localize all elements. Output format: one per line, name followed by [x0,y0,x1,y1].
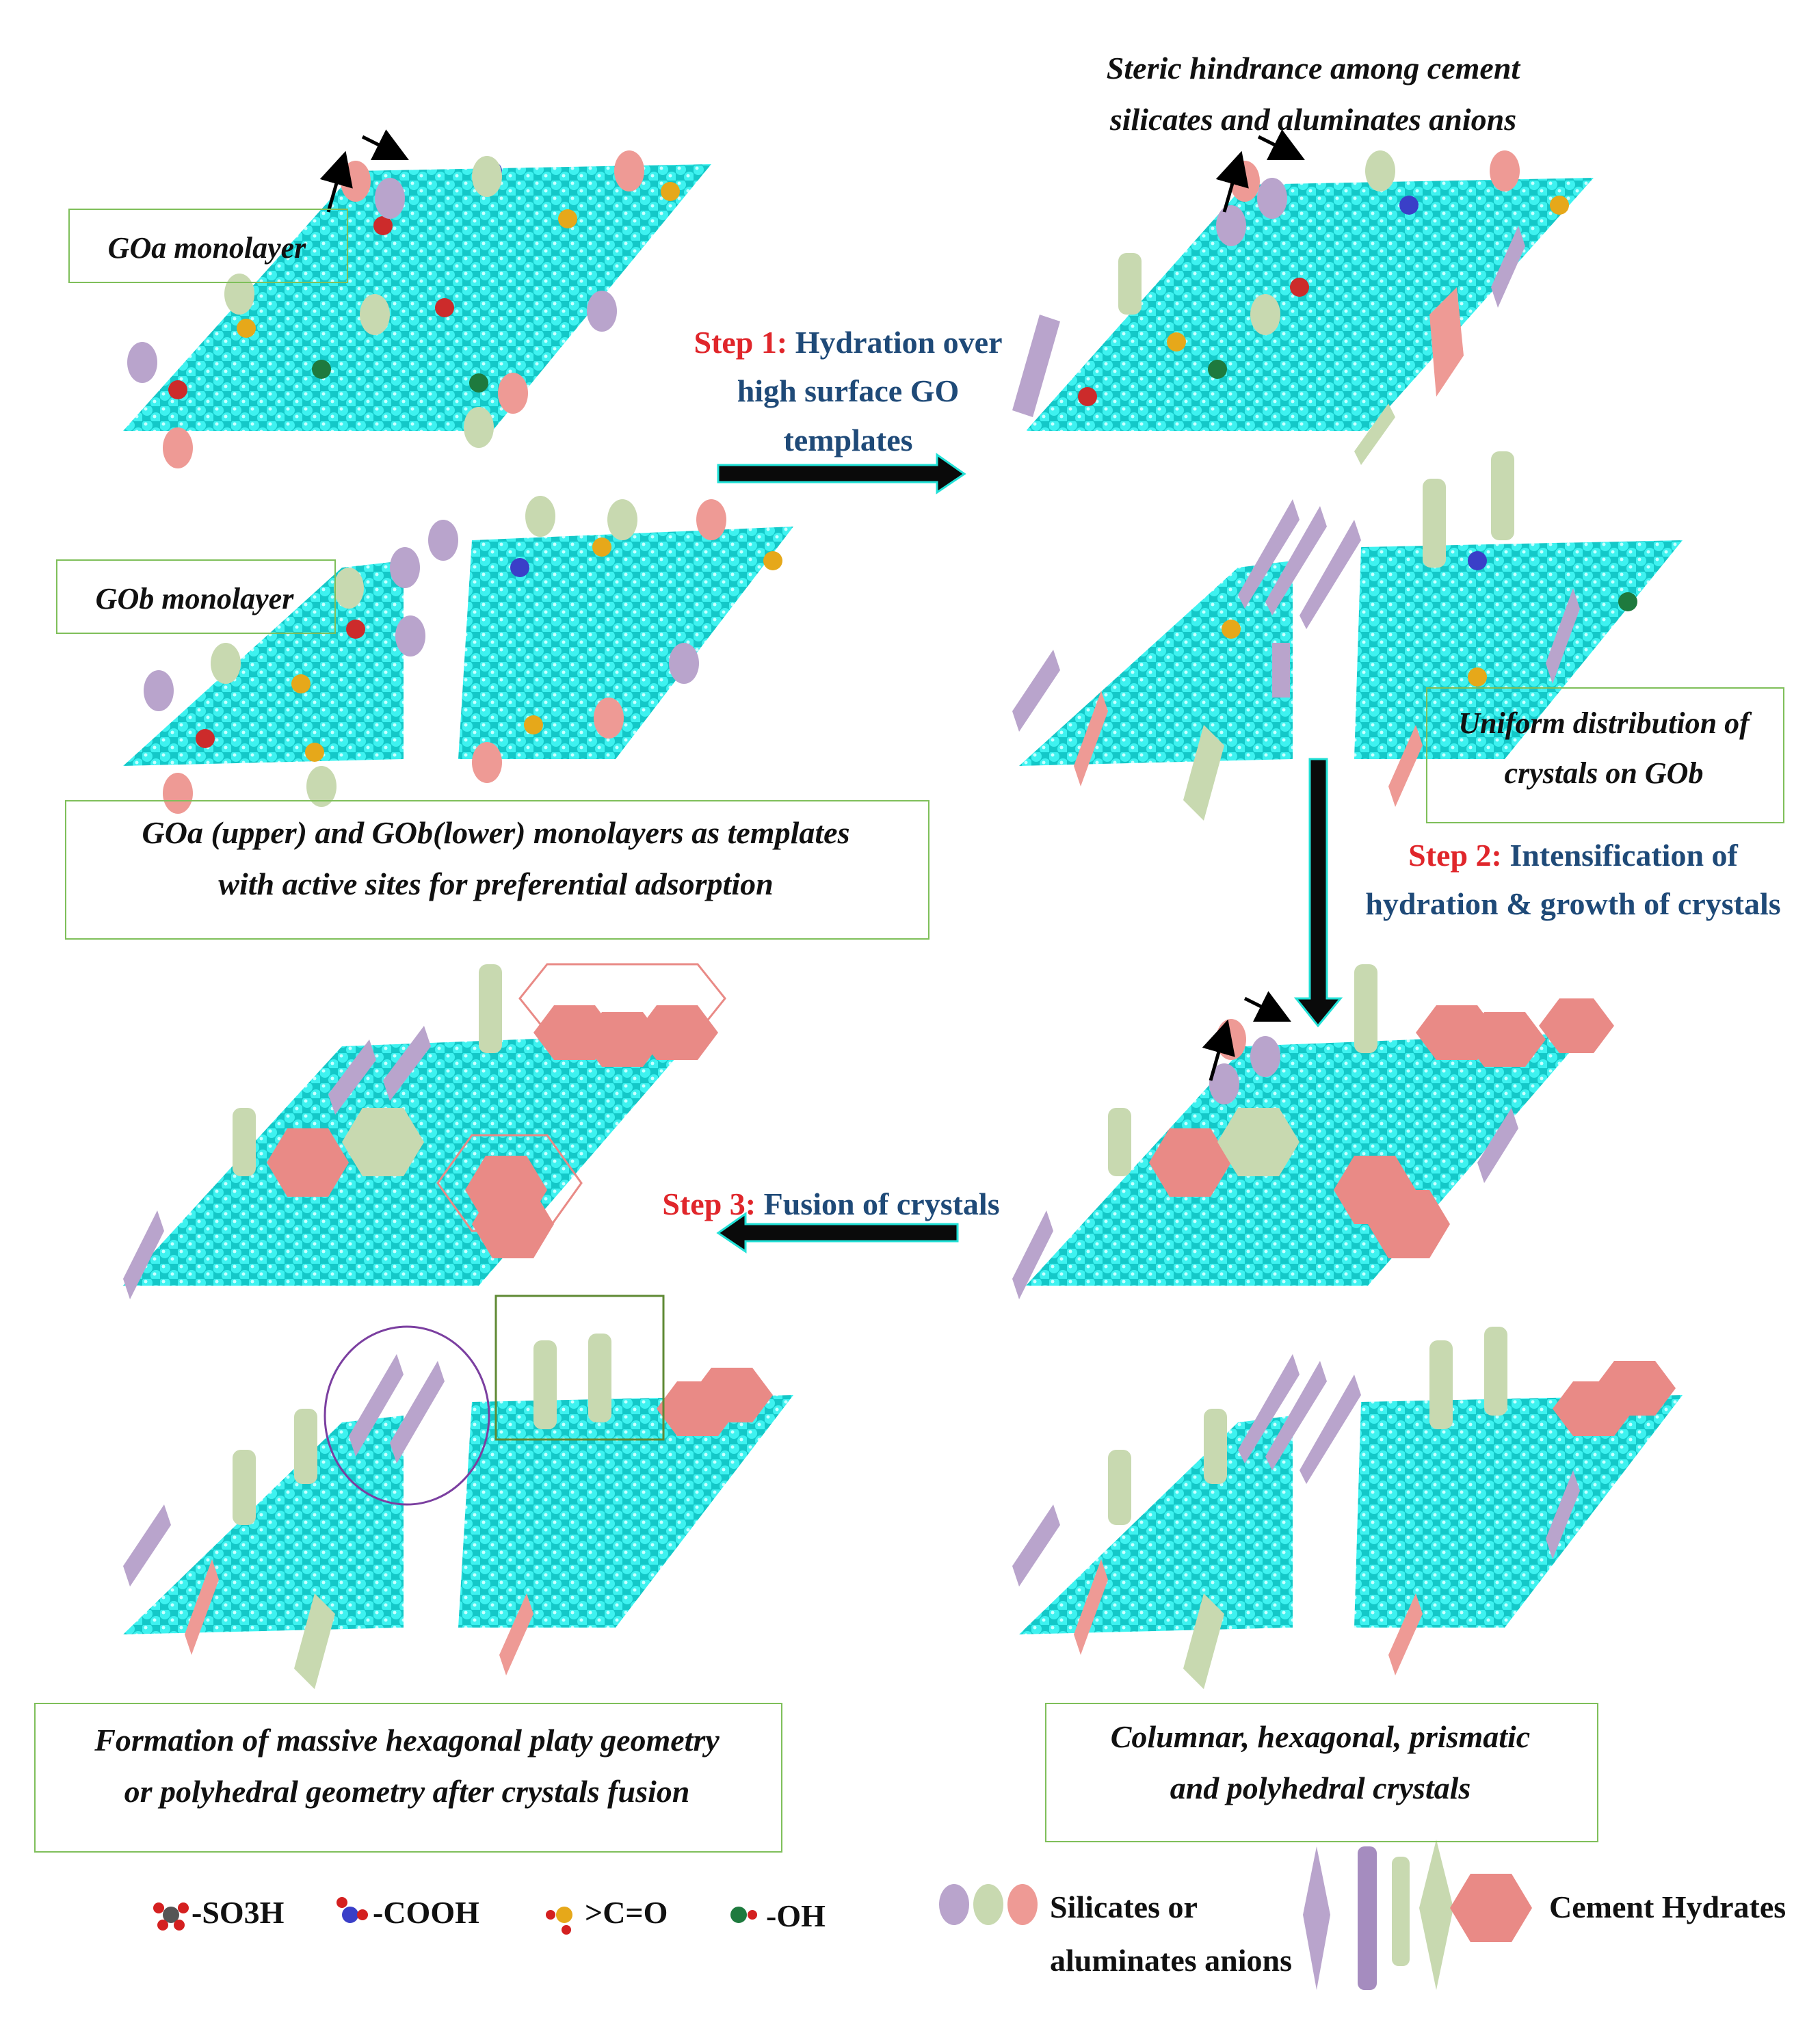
step2-arrow [1293,758,1343,1028]
goa-sheet-panel5 [1012,964,1614,1299]
legend-cooh-icon [337,1897,368,1923]
step2-text-a: Intensification of [1509,838,1738,873]
silicate-anions [144,496,726,814]
crystals [1012,451,1580,821]
legend-carbonyl-label: >C=O [585,1895,668,1930]
step3-number: Step 3: [662,1186,756,1221]
goa-sheet-panel7 [123,963,726,1299]
gob-monolayer-label: GOb monolayer [95,582,294,615]
step1-text-c: templates [783,422,913,457]
legend-hydrates-label: Cement Hydrates [1549,1889,1786,1924]
formation-caption-box [34,1703,782,1853]
gob-sheet-panel8 [123,1295,793,1689]
crystals [1012,226,1525,465]
goa-monolayer-box [68,209,348,283]
steric-hindrance-line1: Steric hindrance among cement [1106,51,1520,85]
goa-monolayer-label: GOa monolayer [107,231,306,265]
formation-caption-line1: Formation of massive hexagonal platy geo… [94,1723,720,1758]
legend-anions-label-line1: Silicates or [1050,1889,1198,1924]
step1-label: Step 1: Hydration over high surface GO t… [663,318,1033,464]
templates-caption-line1: GOa (upper) and GOb(lower) monolayers as… [142,815,850,850]
functional-groups [196,538,782,762]
functional-groups [1222,551,1637,687]
silicate-anions [1216,150,1520,335]
legend-so3h-label: -SO3H [192,1895,285,1930]
legend-anions-icon [939,1884,1038,1925]
steric-hindrance-line2: silicates and aluminates anions [1109,102,1517,137]
uniform-caption-line1: Uniform distribution of [1458,706,1750,740]
legend-crystals-icon [1303,1840,1532,1990]
gob-sheet-panel4 [1012,451,1683,821]
uniform-caption-line2: crystals on GOb [1504,756,1704,790]
step1-text-b: high surface GO [737,373,960,409]
step2-label: Step 2: Intensification of hydration & g… [1334,831,1812,929]
templates-caption-line2: with active sites for preferential adsor… [218,866,774,901]
step3-label: Step 3: Fusion of crystals [639,1180,1023,1228]
step3-text: Fusion of crystals [763,1186,1000,1221]
legend-cooh-label: -COOH [373,1895,479,1930]
goa-sheet-panel1 [123,129,711,468]
step1-text-a: Hydration over [795,325,1003,360]
step2-number: Step 2: [1408,838,1502,873]
step3-arrow [716,1212,959,1254]
gob-sheet-panel2 [123,496,793,814]
formation-caption-line2: or polyhedral geometry after crystals fu… [124,1774,690,1809]
step1-number: Step 1: [694,325,788,360]
uniform-caption-box [1426,687,1784,823]
columnar-caption-box [1045,1703,1598,1842]
legend-carbonyl-icon [546,1907,572,1935]
legend-so3h-icon [153,1902,189,1931]
gob-monolayer-box [56,559,336,634]
crystals [123,1334,773,1689]
crystals [123,964,718,1299]
columnar-caption-line2: and polyhedral crystals [1170,1771,1471,1805]
legend-hydroxyl-icon [730,1907,757,1923]
legend-hydroxyl-label: -OH [766,1898,826,1933]
step2-text-b: hydration & growth of crystals [1365,886,1781,922]
legend-anions-label-line2: aluminates anions [1050,1943,1293,1978]
step1-arrow [717,453,966,494]
templates-caption-box [65,800,929,940]
columnar-caption-line1: Columnar, hexagonal, prismatic [1110,1719,1531,1754]
goa-sheet-panel3 [1012,129,1594,465]
functional-groups [168,161,680,399]
crystals [1012,1327,1676,1689]
crystals [1012,964,1614,1299]
gob-sheet-panel6 [1012,1327,1683,1689]
functional-groups [1078,196,1569,406]
